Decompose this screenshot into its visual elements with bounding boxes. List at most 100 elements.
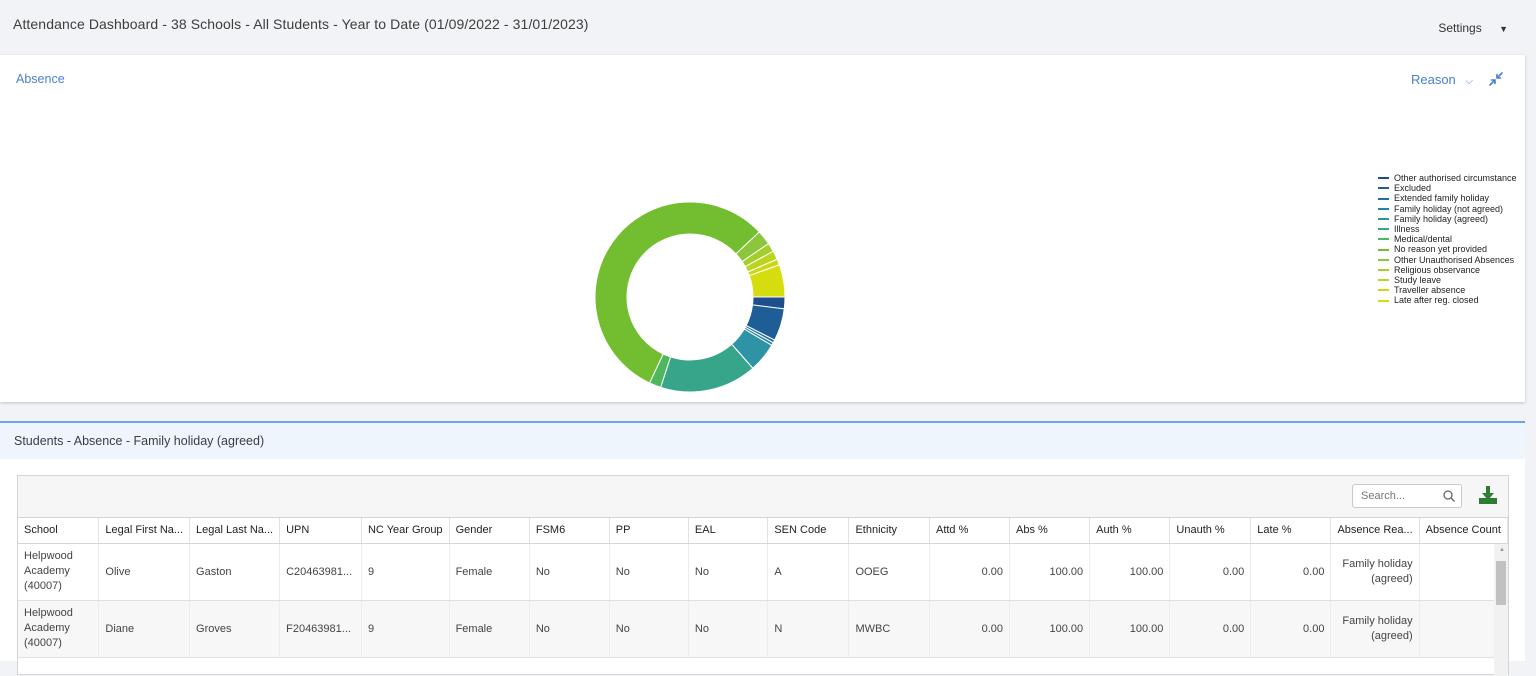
grid-toolbar [18,476,1508,518]
column-header[interactable]: Unauth % [1169,518,1252,544]
legend-swatch [1378,299,1389,302]
legend-label: Medical/dental [1394,234,1453,245]
legend-swatch [1378,207,1389,210]
legend-item[interactable]: Other authorised circumstance [1378,173,1517,183]
column-header[interactable]: Auth % [1089,518,1171,544]
column-header[interactable]: School [18,518,100,544]
column-header[interactable]: Abs % [1009,518,1091,544]
column-header[interactable]: SEN Code [767,518,850,544]
donut-slice[interactable] [748,264,786,298]
cell-fsm6: No [529,543,610,601]
legend-swatch [1378,238,1389,241]
absence-chart-panel: Absence Reason ⌵ Other authorised circum… [0,55,1525,402]
chart-legend: Other authorised circumstance Excluded Ext… [1378,173,1517,306]
download-excel-icon[interactable] [1478,485,1498,505]
legend-swatch [1378,177,1389,180]
cell-unauth: 0.00 [1169,543,1252,601]
cell-count: 1 [1419,600,1509,658]
legend-item[interactable]: Excluded [1378,183,1517,193]
cell-auth: 100.00 [1089,543,1171,601]
legend-label: Study leave [1394,275,1442,286]
cell-gender: Female [449,543,530,601]
legend-item[interactable]: Study leave [1378,275,1517,285]
column-header[interactable]: FSM6 [529,518,610,544]
column-header[interactable]: Late % [1250,518,1332,544]
column-header[interactable]: Gender [449,518,530,544]
legend-label: Extended family holiday [1394,193,1490,204]
legend-item[interactable]: Traveller absence [1378,285,1517,295]
table-row[interactable]: Helpwood Academy (40007) Olive Gaston C2046… [18,543,1509,601]
legend-item[interactable]: Family holiday (not agreed) [1378,204,1517,214]
cell-sen: A [767,543,850,601]
column-header[interactable]: Legal Last Na... [189,518,281,544]
settings-label: Settings [1438,21,1482,35]
legend-label: Religious observance [1394,264,1481,275]
table-header-row: School Legal First Na... Legal Last Na... U… [18,518,1509,544]
column-header[interactable]: NC Year Group [361,518,450,544]
legend-swatch [1378,228,1389,231]
students-panel: Students - Absence - Family holiday (agr… [0,421,1525,676]
students-panel-title: Students - Absence - Family holiday (agr… [14,434,265,448]
cell-school: Helpwood Academy (40007) [18,600,100,658]
cell-pp: No [609,600,689,658]
scrollbar-thumb[interactable] [1496,561,1506,605]
column-header[interactable]: EAL [688,518,769,544]
cell-attd: 0.00 [929,600,1011,658]
cell-late: 0.00 [1250,543,1332,601]
legend-item[interactable]: Medical/dental [1378,234,1517,244]
legend-label: Late after reg. closed [1394,295,1479,306]
settings-dropdown[interactable]: Settings ▼ [1438,21,1508,35]
cell-attd: 0.00 [929,543,1011,601]
cell-gender: Female [449,600,530,658]
students-table: School Legal First Na... Legal Last Na... U… [18,518,1509,658]
search-input[interactable] [1352,484,1462,508]
column-header[interactable]: Attd % [929,518,1011,544]
legend-swatch [1378,279,1389,282]
absence-donut-chart [594,201,786,393]
cell-last-name: Groves [189,600,281,658]
column-header[interactable]: Absence Rea... [1330,518,1420,544]
cell-count: 1 [1419,543,1509,601]
legend-item[interactable]: Family holiday (agreed) [1378,214,1517,224]
cell-pp: No [609,543,689,601]
legend-label: Family holiday (not agreed) [1394,203,1504,214]
search-icon[interactable] [1442,489,1456,503]
top-bar: Attendance Dashboard - 38 Schools - All … [0,0,1536,55]
legend-swatch [1378,217,1389,220]
legend-label: Other authorised circumstance [1394,173,1517,183]
legend-item[interactable]: Other Unauthorised Absences [1378,255,1517,265]
legend-swatch [1378,258,1389,261]
legend-item[interactable]: Extended family holiday [1378,193,1517,203]
students-panel-header: Students - Absence - Family holiday (agr… [0,421,1525,459]
column-header[interactable]: Legal First Na... [98,518,191,544]
legend-item[interactable]: Late after reg. closed [1378,295,1517,305]
cell-eal: No [688,600,769,658]
legend-label: No reason yet provided [1394,244,1488,255]
legend-swatch [1378,289,1389,292]
absence-panel-title[interactable]: Absence [16,72,65,86]
cell-upn: C20463981... [279,543,362,601]
column-header[interactable]: Ethnicity [848,518,930,544]
cell-reason: Family holiday (agreed) [1330,600,1420,658]
legend-label: Excluded [1394,183,1432,194]
cell-abs: 100.00 [1009,600,1091,658]
column-header[interactable]: Absence Count [1419,518,1509,544]
column-header[interactable]: UPN [279,518,362,544]
cell-first-name: Olive [98,543,191,601]
donut-slice[interactable] [594,201,760,384]
cell-unauth: 0.00 [1169,600,1252,658]
legend-item[interactable]: Illness [1378,224,1517,234]
legend-item[interactable]: Religious observance [1378,265,1517,275]
column-header[interactable]: PP [609,518,689,544]
collapse-icon[interactable] [1487,70,1505,88]
table-row[interactable]: Helpwood Academy (40007) Diane Groves F2046… [18,600,1509,658]
page-title: Attendance Dashboard - 38 Schools - All … [13,16,589,32]
cell-first-name: Diane [98,600,191,658]
cell-upn: F20463981... [279,600,362,658]
reason-dropdown[interactable]: Reason ⌵ [1411,72,1473,87]
scroll-up-icon[interactable]: ▲ [1499,547,1505,553]
cell-fsm6: No [529,600,610,658]
reason-dropdown-label: Reason [1410,72,1456,87]
legend-item[interactable]: No reason yet provided [1378,244,1517,254]
legend-swatch [1378,248,1389,251]
